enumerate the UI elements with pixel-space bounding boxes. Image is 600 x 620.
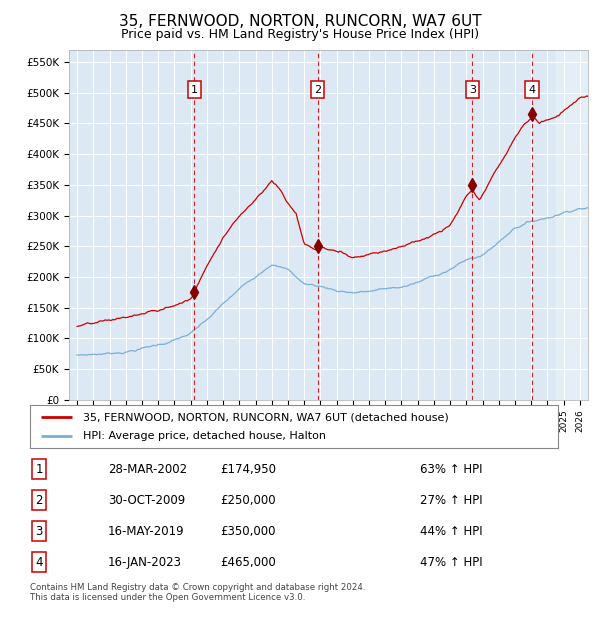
Text: 44% ↑ HPI: 44% ↑ HPI [420,525,482,538]
Text: 63% ↑ HPI: 63% ↑ HPI [420,463,482,476]
Text: 30-OCT-2009: 30-OCT-2009 [108,494,185,507]
Text: £174,950: £174,950 [220,463,276,476]
Text: £250,000: £250,000 [220,494,276,507]
Text: HPI: Average price, detached house, Halton: HPI: Average price, detached house, Halt… [83,431,326,441]
Text: 3: 3 [35,525,43,538]
Text: 16-JAN-2023: 16-JAN-2023 [108,556,182,569]
Text: 47% ↑ HPI: 47% ↑ HPI [420,556,482,569]
Text: 4: 4 [35,556,43,569]
Text: Contains HM Land Registry data © Crown copyright and database right 2024.
This d: Contains HM Land Registry data © Crown c… [30,583,365,602]
Text: 2: 2 [35,494,43,507]
Text: 2: 2 [314,84,321,94]
Text: 35, FERNWOOD, NORTON, RUNCORN, WA7 6UT (detached house): 35, FERNWOOD, NORTON, RUNCORN, WA7 6UT (… [83,412,449,422]
Text: 35, FERNWOOD, NORTON, RUNCORN, WA7 6UT: 35, FERNWOOD, NORTON, RUNCORN, WA7 6UT [119,14,481,29]
Text: 28-MAR-2002: 28-MAR-2002 [108,463,187,476]
Text: 4: 4 [529,84,535,94]
Text: 1: 1 [35,463,43,476]
Text: £465,000: £465,000 [220,556,276,569]
Text: 1: 1 [191,84,198,94]
Text: 16-MAY-2019: 16-MAY-2019 [108,525,185,538]
Bar [556,50,588,400]
Text: £350,000: £350,000 [221,525,276,538]
Text: 27% ↑ HPI: 27% ↑ HPI [420,494,482,507]
Text: 3: 3 [469,84,476,94]
Text: Price paid vs. HM Land Registry's House Price Index (HPI): Price paid vs. HM Land Registry's House … [121,28,479,41]
